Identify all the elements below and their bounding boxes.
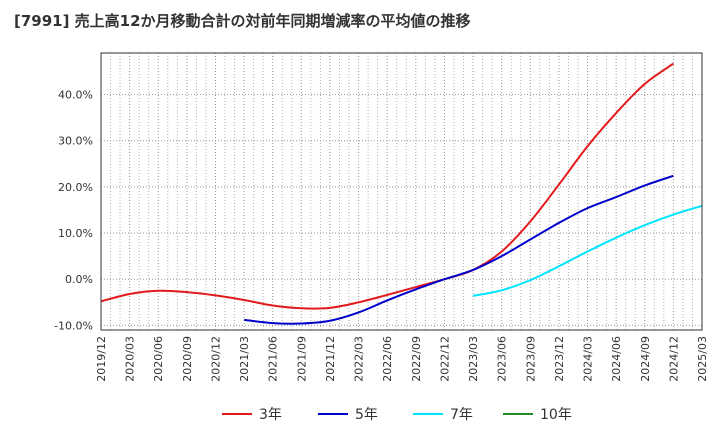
y-tick-label: 0.0% (65, 273, 93, 286)
x-tick-label: 2021/09 (295, 336, 308, 382)
series-line-2 (243, 174, 674, 325)
x-tick-label: 2024/03 (582, 336, 595, 382)
legend-item: 5年 (318, 407, 378, 423)
x-tick-label: 2023/06 (496, 336, 509, 382)
y-tick-label: 10.0% (58, 227, 93, 240)
x-tick-label: 2022/09 (410, 336, 423, 382)
series-line-3 (472, 204, 703, 297)
x-tick-label: 2019/12 (95, 336, 108, 382)
legend-label: 3年 (259, 407, 282, 423)
chart-title: [7991] 売上高12か月移動合計の対前年同期増減率の平均値の推移 (14, 12, 471, 30)
x-tick-label: 2022/12 (438, 336, 451, 382)
legend-item: 3年 (222, 407, 282, 423)
x-tick-label: 2023/09 (524, 336, 537, 382)
x-tick-label: 2024/06 (610, 336, 623, 382)
plot-area-frame (100, 52, 703, 331)
x-tick-label: 2021/06 (267, 336, 280, 382)
x-tick-label: 2020/06 (152, 336, 165, 382)
x-tick-label: 2023/03 (467, 336, 480, 382)
x-tick-label: 2022/06 (381, 336, 394, 382)
x-tick-label: 2021/12 (324, 336, 337, 382)
legend-label: 10年 (540, 407, 572, 423)
x-tick-label: 2020/09 (181, 336, 194, 382)
x-tick-label: 2025/03 (696, 336, 709, 382)
x-tick-label: 2022/03 (353, 336, 366, 382)
x-tick-label: 2024/12 (667, 336, 680, 382)
series-lines (100, 62, 703, 325)
x-axis-tick-labels: 2019/12 2020/03 2020/06 2020/09 2020/12 2021/… (95, 336, 709, 382)
legend-label: 5年 (355, 407, 378, 423)
x-tick-label: 2023/12 (553, 336, 566, 382)
series-line-1 (100, 62, 674, 310)
x-tick-label: 2020/03 (124, 336, 137, 382)
legend: 3年 5年 7年 10年 (222, 407, 572, 423)
y-tick-label: -10.0% (54, 319, 93, 332)
y-tick-label: 40.0% (58, 89, 93, 102)
y-tick-label: 30.0% (58, 135, 93, 148)
y-tick-label: 20.0% (58, 181, 93, 194)
grid-lines (100, 53, 703, 330)
x-tick-label: 2021/03 (238, 336, 251, 382)
legend-item: 10年 (503, 407, 572, 423)
y-axis-tick-labels: -10.0% 0.0% 10.0% 20.0% 30.0% 40.0% (54, 89, 93, 333)
x-tick-label: 2024/09 (639, 336, 652, 382)
x-tick-label: 2020/12 (209, 336, 222, 382)
legend-item: 7年 (413, 407, 473, 423)
legend-label: 7年 (450, 407, 473, 423)
plot-area-background (101, 53, 702, 330)
